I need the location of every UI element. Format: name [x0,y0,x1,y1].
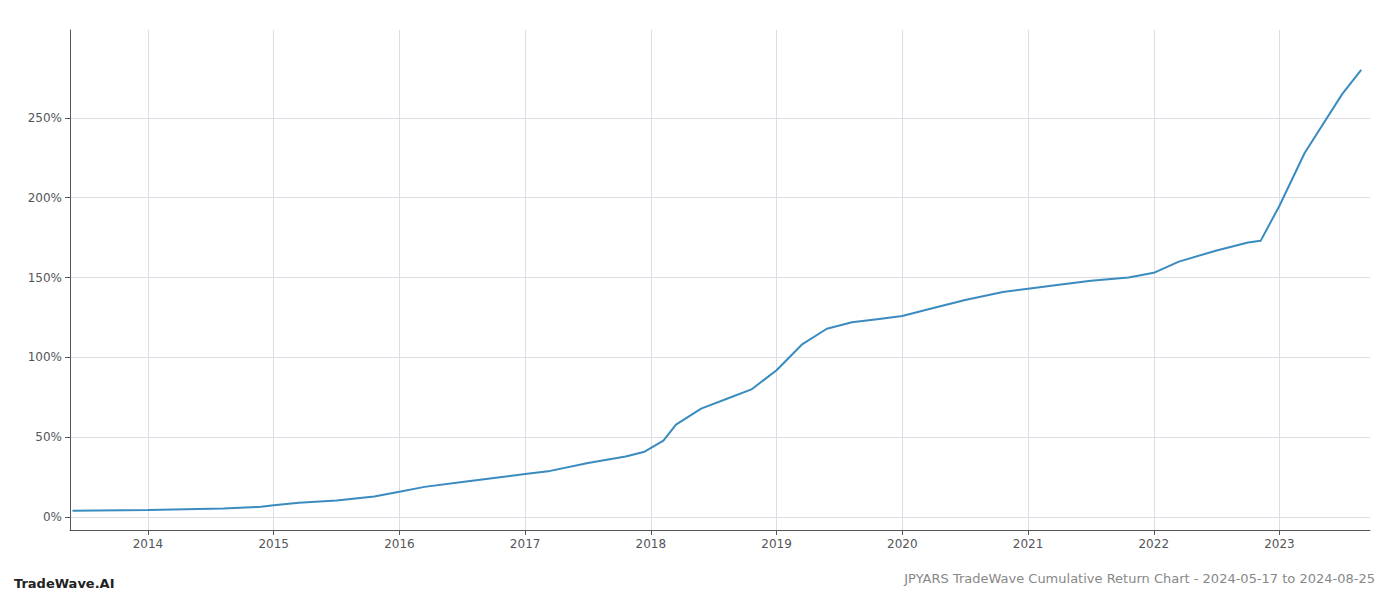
svg-text:2023: 2023 [1264,537,1295,551]
svg-text:50%: 50% [35,430,62,444]
svg-text:2022: 2022 [1138,537,1169,551]
svg-text:150%: 150% [28,271,62,285]
svg-text:2021: 2021 [1013,537,1044,551]
svg-text:250%: 250% [28,111,62,125]
svg-text:2018: 2018 [636,537,667,551]
svg-text:0%: 0% [43,510,62,524]
svg-text:200%: 200% [28,191,62,205]
svg-text:2020: 2020 [887,537,918,551]
svg-text:2019: 2019 [761,537,792,551]
svg-text:2017: 2017 [510,537,541,551]
svg-text:100%: 100% [28,350,62,364]
svg-text:2015: 2015 [258,537,289,551]
svg-text:JPYARS TradeWave Cumulative Re: JPYARS TradeWave Cumulative Return Chart… [903,571,1375,586]
svg-text:2014: 2014 [133,537,164,551]
svg-text:TradeWave.AI: TradeWave.AI [14,576,115,591]
svg-text:2016: 2016 [384,537,415,551]
